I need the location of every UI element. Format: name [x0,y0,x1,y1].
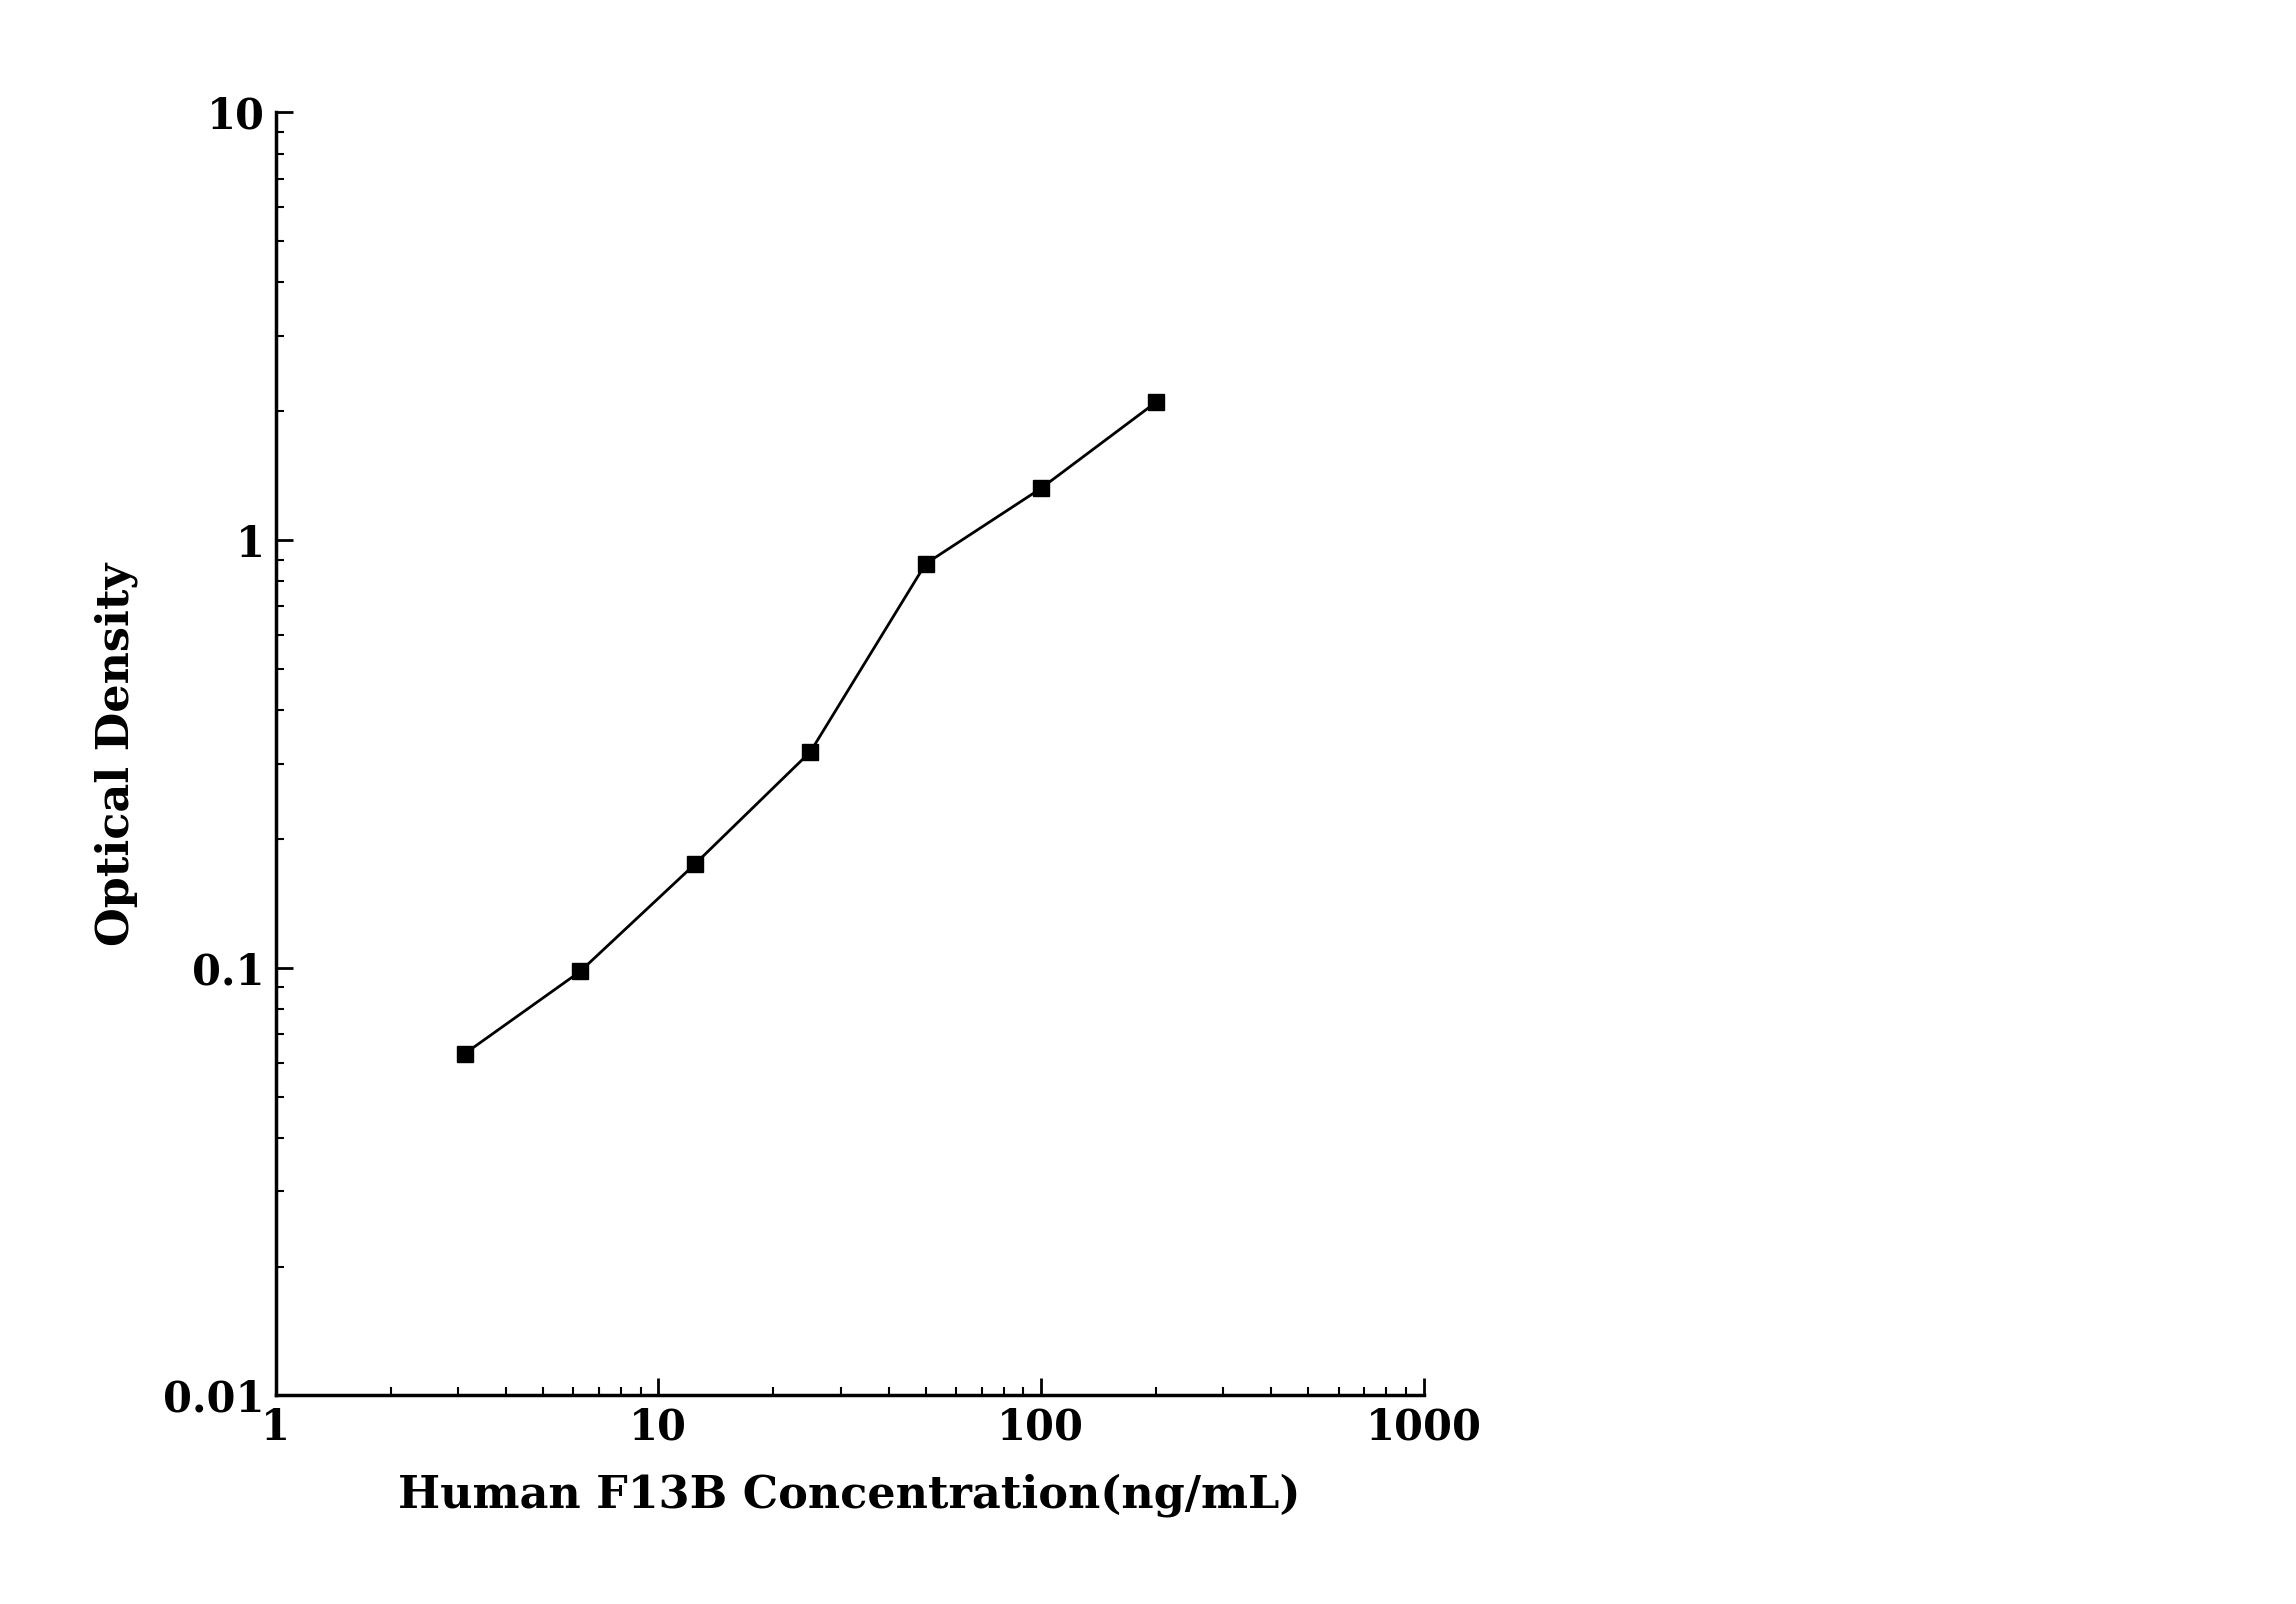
Y-axis label: Optical Density: Optical Density [94,563,138,945]
X-axis label: Human F13B Concentration(ng/mL): Human F13B Concentration(ng/mL) [397,1474,1302,1517]
